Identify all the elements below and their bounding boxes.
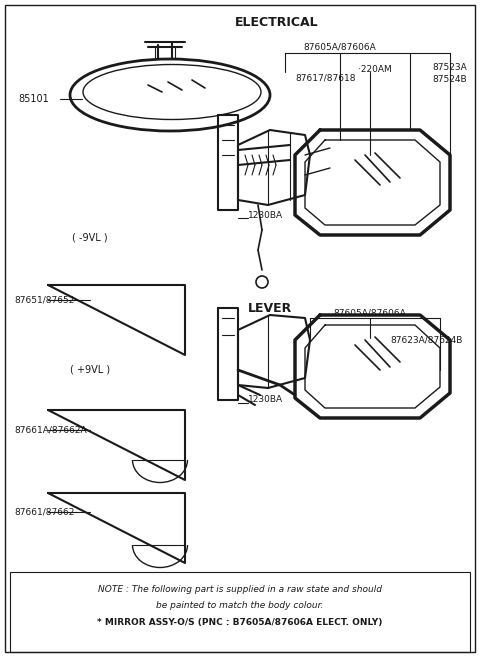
Text: 87605A/87606A: 87605A/87606A [304,43,376,51]
Text: 87524B: 87524B [432,74,467,83]
Bar [10,572,470,652]
Text: ( +9VL ): ( +9VL ) [70,365,110,375]
Text: ELECTRICAL: ELECTRICAL [235,16,319,28]
Text: 85101: 85101 [18,94,49,104]
Text: 87651/87652: 87651/87652 [14,296,74,304]
Text: ( -9VL ): ( -9VL ) [72,233,108,243]
Text: * MIRROR ASSY-O/S (PNC : B7605A/87606A ELECT. ONLY): * MIRROR ASSY-O/S (PNC : B7605A/87606A E… [97,618,383,627]
Text: NOTE : The following part is supplied in a raw state and should: NOTE : The following part is supplied in… [98,585,382,595]
Text: 87605A/87606A: 87605A/87606A [334,309,407,317]
Text: 87523A: 87523A [432,64,467,72]
Text: 1230BA: 1230BA [248,396,283,405]
Text: 87661/87662: 87661/87662 [14,507,74,516]
Text: 87617/87618: 87617/87618 [295,74,356,83]
Text: be painted to match the body colour.: be painted to match the body colour. [156,600,324,610]
Text: LEVER: LEVER [248,302,292,315]
Text: 87623A/87624B: 87623A/87624B [390,336,462,344]
Text: ·220AM: ·220AM [358,66,392,74]
Text: 1230BA: 1230BA [248,210,283,219]
Text: 87661A/87662A: 87661A/87662A [14,426,86,434]
